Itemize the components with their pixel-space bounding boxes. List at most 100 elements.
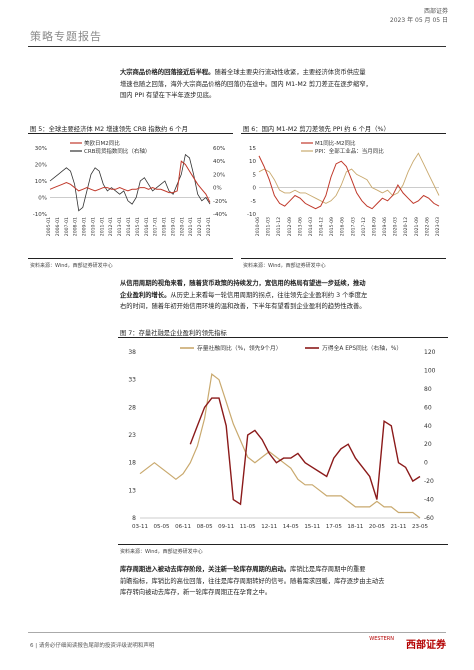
fig5-x-tick: 2008-01 [73, 217, 79, 236]
fig6-x-tick: 2010-06 [255, 217, 261, 236]
fig7-x-tick: 11-05 [240, 524, 256, 530]
fig6-y-tick: 10 [249, 159, 256, 165]
para1-line-3: 国内 PPI 有望在下半年逐步见底。 [120, 90, 450, 102]
fig7-yright-tick: 100 [424, 367, 436, 374]
fig6-x-tick: 2023-03 [435, 217, 441, 236]
fig6-x-tick: 2011-12 [276, 217, 282, 236]
paragraph-credit-cycle: 从信用周期的视角来看，随着货币政策的持续发力，宽信用的格局有望进一步延续，推动 … [120, 278, 450, 313]
para2-line-1: 从信用周期的视角来看，随着货币政策的持续发力，宽信用的格局有望进一步延续，推动 [120, 278, 450, 290]
para1-text-2: 增速也随之回落，海外大宗商品价格的回落仍在途中。国内 M1-M2 剪刀差正在逐步… [120, 80, 372, 88]
fig5-legend-label-2: CRB现货指数同比（右轴） [84, 147, 150, 155]
fig7-yright-tick: 60 [424, 404, 432, 411]
fig5-caption: 图 5：全球主要经济体 M2 增速领先 CRB 指数约 6 个月 [30, 126, 188, 133]
fig6-series-ppi [258, 152, 440, 204]
fig6-x-tick: 2020-12 [403, 217, 409, 236]
fig5-yleft-tick: 10% [35, 179, 47, 185]
fig7-legend-label-2: 万得全A EPS同比（右轴，%） [322, 344, 402, 352]
fig5-x-tick: 2005-01 [46, 217, 52, 236]
fig6-top-rule [241, 133, 446, 134]
fig7-yleft-tick: 28 [128, 404, 136, 411]
footer-logo: 西部证券 [406, 640, 446, 651]
fig6-source: 资料来源：Wind，西部证券研发中心 [243, 263, 326, 269]
fig6-y-tick: -5 [251, 199, 257, 205]
footer-divider [28, 632, 446, 633]
fig7-yright-tick: 80 [424, 386, 432, 393]
fig6-x-tick: 2019-06 [382, 217, 388, 236]
fig5-x-tick: 2015-01 [135, 217, 141, 236]
fig5-yleft-tick: -10% [33, 212, 47, 218]
fig7-source: 资料来源：Wind，西部证券研发中心 [120, 549, 203, 555]
fig5-yright-tick: -40% [213, 212, 227, 218]
fig7-series-eps [189, 397, 421, 506]
fig7-x-tick: 18-11 [347, 524, 363, 530]
fig5-x-tick: 2006-01 [55, 217, 61, 236]
fig7-caption: 图 7：存量社融是企业盈利的领先指标 [120, 330, 227, 337]
fig6-y-tick: 0 [253, 186, 257, 192]
fig7-yleft-tick: 23 [128, 432, 136, 439]
fig7-x-tick: 20-05 [369, 524, 385, 530]
fig7-x-tick: 23-05 [412, 524, 428, 530]
fig7-x-tick: 17-05 [326, 524, 342, 530]
fig5-series-m2 [49, 160, 211, 203]
fig7-x-tick: 21-11 [390, 524, 406, 530]
para2-bold-1: 从信用周期的视角来看，随着货币政策的持续发力，宽信用的格局有望进一步延续，推动 [120, 280, 366, 287]
para3-line-1: 库存周期进入被动去库存阶段，关注新一轮库存周期的启动。库销比是库存周期中的重要 [120, 564, 450, 576]
fig6-x-tick: 2013-06 [297, 217, 303, 236]
para2-line-3: 右的时间，随着年初开始信用环境的温和改善，下半年有望看到企业盈利的趋势性改善。 [120, 301, 450, 313]
paragraph-commodities: 大宗商品价格的回落接近后半程。随着全球主要央行流动性收紧，主要经济体货币供应量 … [120, 67, 450, 102]
fig5-x-tick: 2021-01 [188, 217, 194, 236]
fig7-series-tsf [139, 373, 421, 519]
fig7-x-tick: 08-05 [197, 524, 213, 530]
fig6-x-tick: 2014-03 [308, 217, 314, 236]
fig5-x-tick: 2016-01 [144, 217, 150, 236]
fig5-x-tick: 2013-01 [117, 217, 123, 236]
fig6-x-tick: 2011-03 [266, 217, 272, 236]
fig7-top-rule [118, 337, 448, 338]
fig7-yleft-tick: 38 [128, 349, 136, 356]
fig7-yleft-tick: 33 [128, 377, 136, 384]
fig5-yleft-tick: 30% [35, 146, 47, 152]
fig5-x-tick: 2018-01 [162, 217, 168, 236]
fig7-x-tick: 09-11 [218, 524, 234, 530]
fig7-chart: 38 33 28 23 18 13 8 120 100 80 60 40 20 0 -20 -40 -60 03-… [128, 344, 436, 530]
fig5-x-tick: 2014-01 [126, 217, 132, 236]
fig7-yleft-tick: 18 [128, 460, 136, 467]
fig7-yright-tick: 0 [424, 460, 428, 467]
fig5-yleft-tick: 20% [35, 163, 47, 169]
fig7-yright-tick: 120 [424, 349, 436, 356]
fig6-series-m1m2 [258, 155, 440, 210]
fig5-bottom-rule [28, 258, 233, 259]
fig6-y-tick: 5 [253, 172, 257, 178]
para1-line-2: 增速也随之回落，海外大宗商品价格的回落仍在途中。国内 M1-M2 剪刀差正在逐步… [120, 79, 450, 91]
fig7-yright-tick: -20 [424, 478, 434, 485]
fig5-yleft-tick: 0% [38, 196, 47, 202]
fig7-x-tick: 14-05 [283, 524, 299, 530]
fig6-legend-label-2: PPI：全部工业品：当月同比 [315, 147, 384, 155]
fig5-chart: 30% 20% 10% 0% -10% 60% 40% 20% 0% -20% -40% 2005-0… [33, 139, 227, 236]
fig5-legend-label-1: 美欧日M2同比 [84, 139, 120, 147]
fig5-source: 资料来源：Wind，西部证券研发中心 [30, 263, 113, 269]
fig6-x-tick: 2016-06 [340, 217, 346, 236]
fig5-x-tick: 2022-01 [197, 217, 203, 236]
para3-line-3: 库存转向被动去库存，新一轮库存周期正在孕育之中。 [120, 587, 450, 599]
company-name: 西部证券 [423, 8, 448, 15]
para1-bold: 大宗商品价格的回落接近后半程。 [120, 69, 215, 76]
fig6-x-tick: 2012-09 [287, 217, 293, 236]
fig5-yright-tick: 40% [213, 159, 225, 165]
fig5-x-tick: 2007-01 [64, 217, 70, 236]
fig7-yleft-tick: 13 [128, 487, 136, 494]
footer-logo-small: WESTERN [369, 636, 394, 642]
fig5-x-tick: 2019-01 [170, 217, 176, 236]
fig6-y-tick: -10 [247, 212, 256, 218]
fig7-x-tick: 12-11 [261, 524, 277, 530]
fig6-x-tick: 2021-09 [414, 217, 420, 236]
para1-text-1: 随着全球主要央行流动性收紧，主要经济体货币供应量 [214, 69, 366, 76]
fig6-x-tick: 2018-09 [371, 217, 377, 236]
fig7-bottom-rule [118, 544, 448, 545]
fig7-x-tick: 03-11 [132, 524, 148, 530]
report-series-title: 策略专题报告 [30, 30, 102, 43]
para2-line-2: 企业盈利的增长。从历史上来看每一轮信用周期的拐点，往往领先企业盈利约 3 个季度… [120, 290, 450, 302]
fig7-yright-tick: -60 [424, 515, 434, 522]
para2-text-2: 从历史上来看每一轮信用周期的拐点，往往领先企业盈利约 3 个季度左 [170, 291, 368, 299]
